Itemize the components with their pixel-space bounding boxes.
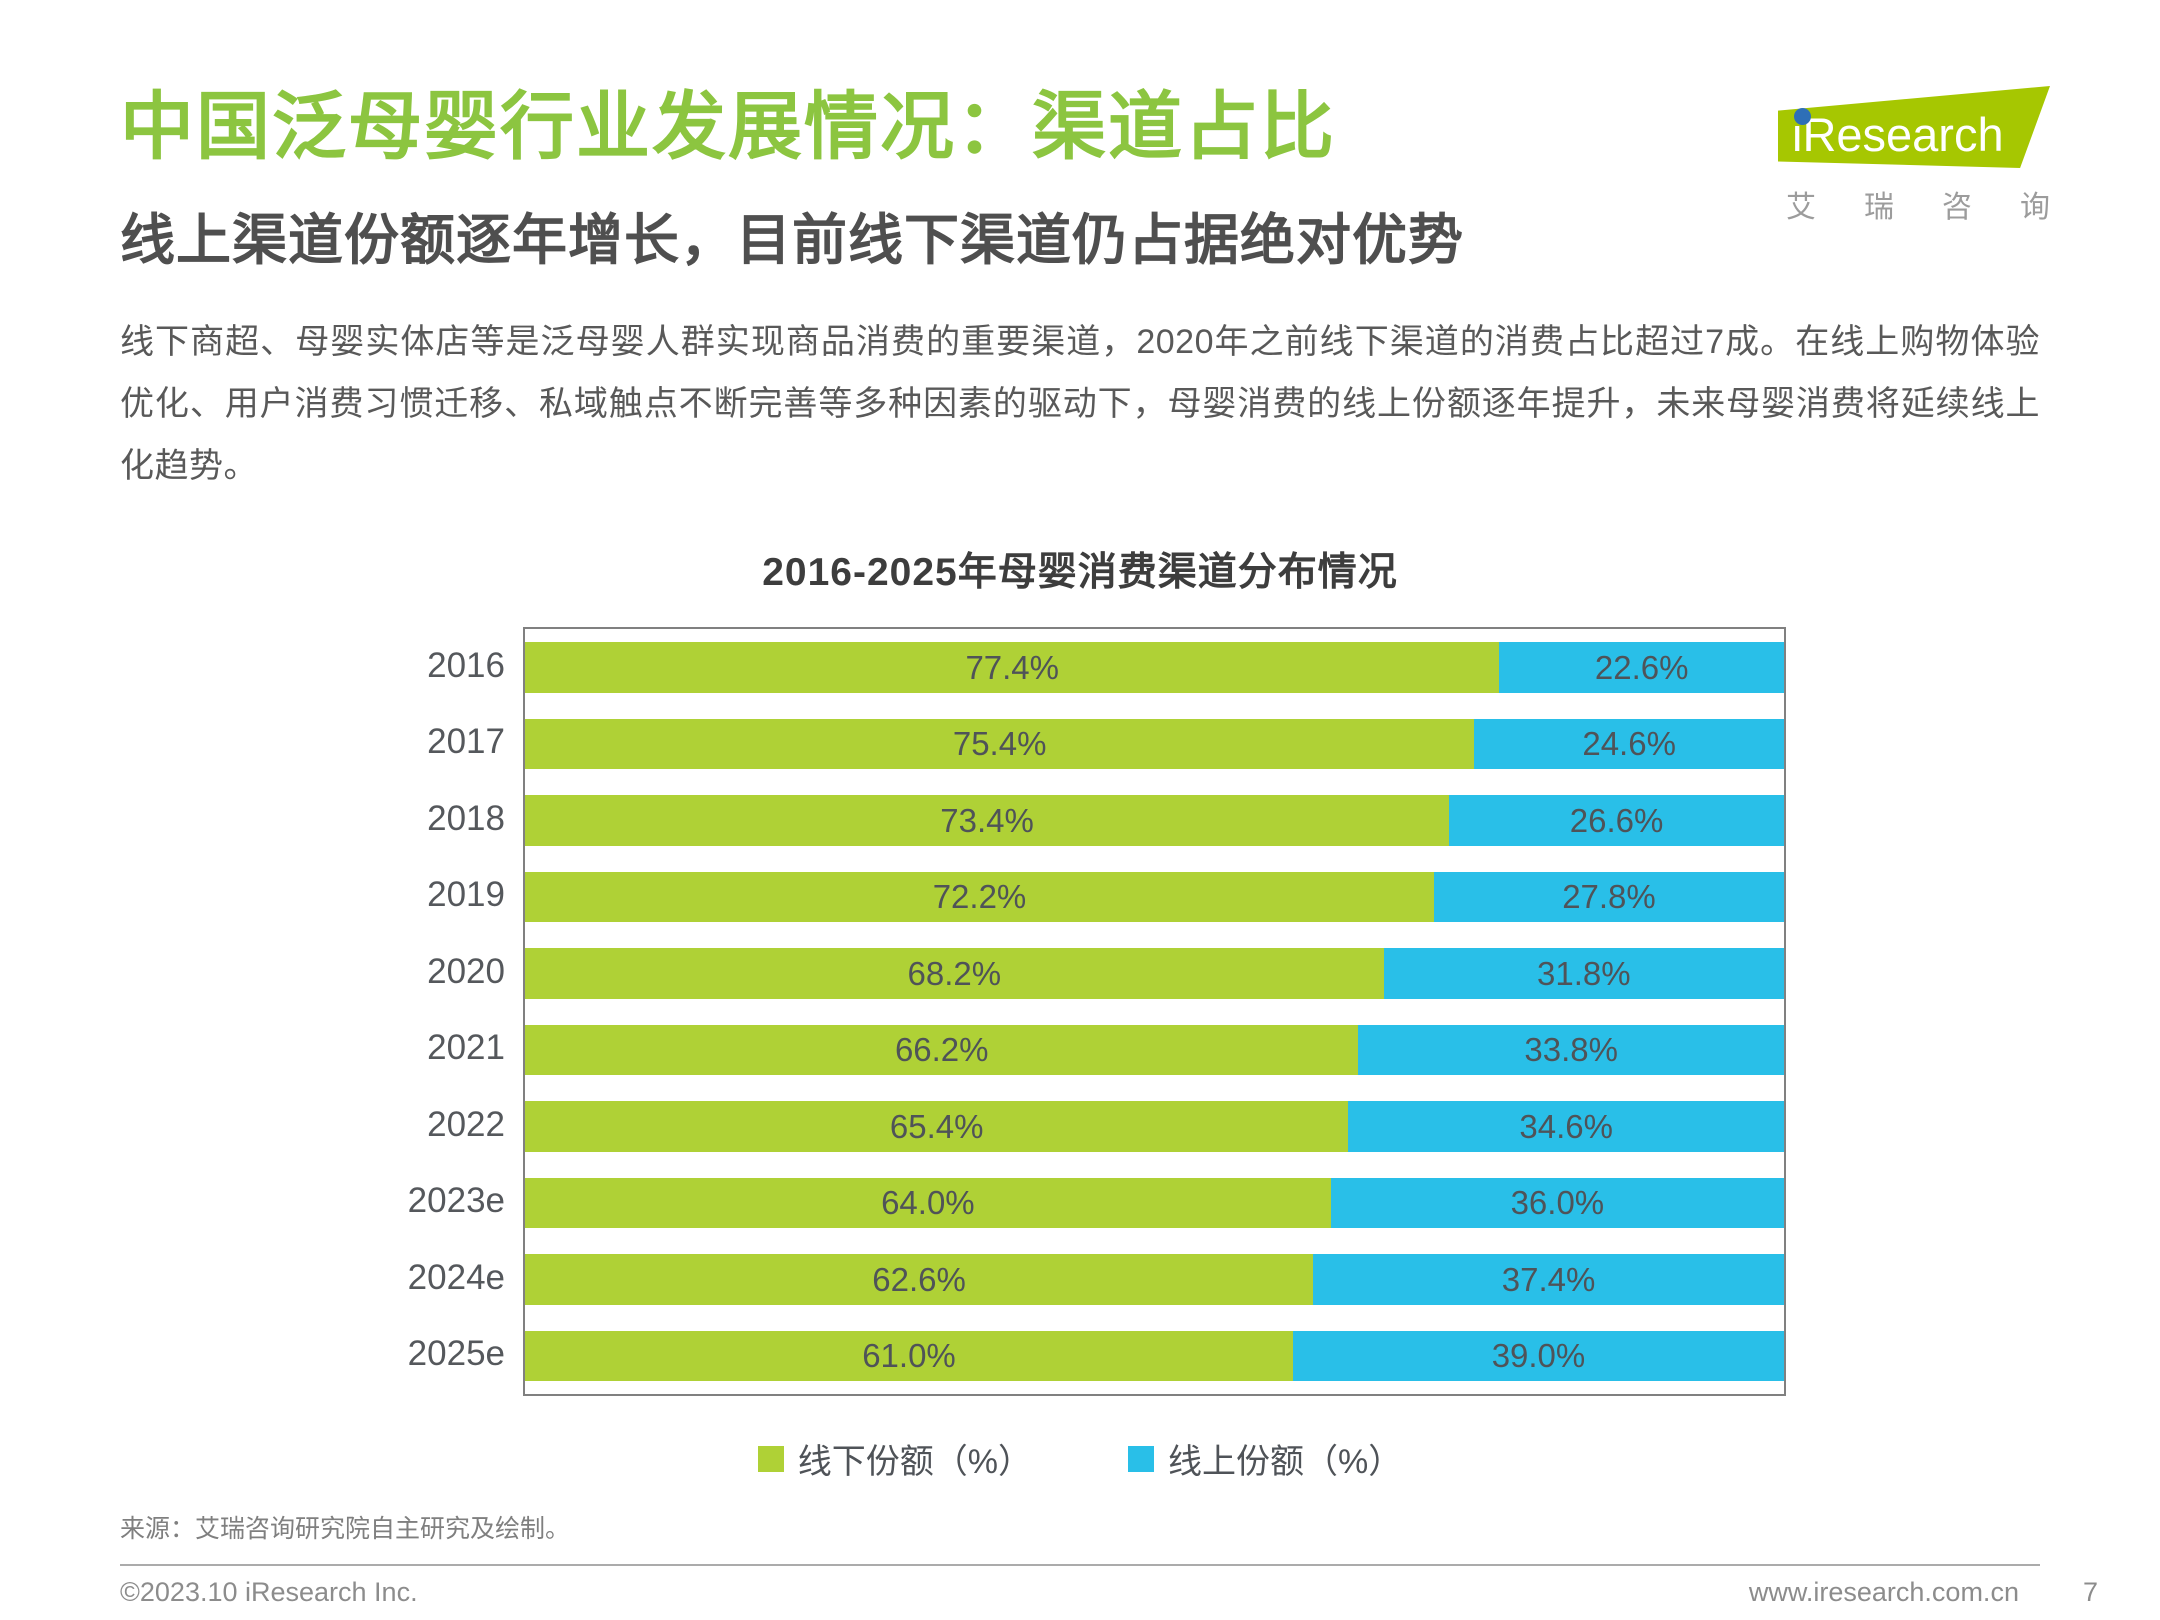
bar-row: 65.4% 34.6%: [525, 1088, 1784, 1165]
legend-label: 线下份额（%）: [797, 1443, 1032, 1482]
logo-chinese-name: 艾瑞咨询: [1786, 191, 2098, 224]
channel-share-chart: 2016-2025年母婴消费渠道分布情况 2016 2017 2018 2019 202…: [120, 541, 2040, 1483]
online-legend-swatch: [1128, 1445, 1154, 1472]
stacked-bar: 73.4% 26.6%: [525, 795, 1784, 846]
bar-row: 62.6% 37.4%: [525, 1241, 1784, 1318]
header: 中国泛母婴行业发展情况：渠道占比 iResearch 艾瑞咨询 线上渠道份额逐年…: [120, 0, 2050, 275]
offline-share-segment: 68.2%: [525, 948, 1384, 999]
year-label: 2024e: [407, 1257, 505, 1297]
online-share-segment: 26.6%: [1449, 795, 1784, 846]
online-share-segment: 39.0%: [1292, 1330, 1784, 1382]
bar-row: 64.0% 36.0%: [525, 1165, 1784, 1242]
offline-share-segment: 72.2%: [525, 871, 1434, 923]
year-label: 2018: [427, 798, 505, 838]
legend-label: 线上份额（%）: [1168, 1443, 1403, 1482]
page-number: 7: [2082, 1577, 2098, 1607]
website-url: www.iresearch.com.cn: [1748, 1577, 2019, 1607]
online-share-segment: 24.6%: [1474, 718, 1784, 770]
footer-divider: [120, 1564, 2040, 1566]
year-label: 2022: [427, 1104, 505, 1144]
offline-share-segment: 64.0%: [525, 1177, 1331, 1229]
bar-row: 68.2% 31.8%: [525, 935, 1784, 1012]
legend-item: 线上份额（%）: [1128, 1434, 1402, 1483]
bar-row: 66.2% 33.8%: [525, 1012, 1784, 1089]
logo-i-dot-icon: [1794, 108, 1811, 125]
chart-legend: 线下份额（%） 线上份额（%）: [120, 1434, 2040, 1483]
stacked-bar: 62.6% 37.4%: [525, 1254, 1784, 1305]
year-label: 2025e: [407, 1334, 505, 1374]
online-share-segment: 31.8%: [1383, 948, 1784, 999]
year-label: 2020: [427, 951, 505, 991]
online-share-segment: 22.6%: [1499, 642, 1784, 693]
online-share-segment: 33.8%: [1358, 1024, 1784, 1076]
online-share-segment: 36.0%: [1330, 1177, 1784, 1229]
year-label: 2016: [427, 645, 505, 685]
stacked-bar: 77.4% 22.6%: [525, 642, 1784, 693]
stacked-bar: 61.0% 39.0%: [525, 1330, 1784, 1382]
logo-wordmark: iResearch: [1792, 107, 2004, 161]
page-subtitle: 线上渠道份额逐年增长，目前线下渠道仍占据绝对优势: [120, 209, 1465, 272]
stacked-bar: 65.4% 34.6%: [525, 1101, 1784, 1152]
bar-row: 61.0% 39.0%: [525, 1318, 1784, 1395]
offline-share-segment: 77.4%: [525, 642, 1500, 693]
legend-item: 线下份额（%）: [757, 1434, 1032, 1483]
footer-right: www.iresearch.com.cn 7: [1749, 1577, 2098, 1608]
year-label: 2021: [427, 1028, 505, 1068]
year-label: 2017: [427, 722, 505, 762]
bar-row: 75.4% 24.6%: [525, 706, 1784, 783]
stacked-bar: 72.2% 27.8%: [525, 871, 1784, 923]
iresearch-logo: iResearch 艾瑞咨询: [1778, 86, 2058, 226]
offline-share-segment: 62.6%: [525, 1254, 1314, 1305]
stacked-bar: 75.4% 24.6%: [525, 718, 1784, 770]
year-label: 2019: [427, 875, 505, 915]
bar-row: 72.2% 27.8%: [525, 859, 1784, 936]
chart-grid: 2016 2017 2018 2019 2020 2021 2022 2023e 2024e 20…: [365, 627, 2040, 1397]
logo-shape: iResearch: [1778, 86, 2050, 168]
bar-row: 73.4% 26.6%: [525, 782, 1784, 859]
online-share-segment: 34.6%: [1348, 1101, 1784, 1152]
body-paragraph: 线下商超、母婴实体店等是泛母婴人群实现商品消费的重要渠道，2020年之前线下渠道…: [120, 323, 2040, 486]
offline-legend-swatch: [757, 1445, 784, 1472]
footer: ©2023.10 iResearch Inc. www.iresearch.co…: [120, 1577, 2098, 1608]
plot-area: 77.4% 22.6% 75.4% 24.6% 73.4% 26.6% 72.2% 27.8%…: [523, 627, 1786, 1397]
page-title: 中国泛母婴行业发展情况：渠道占比: [120, 85, 1336, 168]
offline-share-segment: 61.0%: [525, 1330, 1293, 1382]
year-label: 2023e: [407, 1181, 505, 1221]
year-axis: 2016 2017 2018 2019 2020 2021 2022 2023e 2024e 20…: [365, 627, 505, 1396]
copyright-text: ©2023.10 iResearch Inc.: [120, 1577, 418, 1607]
bar-row: 77.4% 22.6%: [525, 629, 1784, 706]
chart-title: 2016-2025年母婴消费渠道分布情况: [762, 551, 1398, 595]
online-share-segment: 27.8%: [1433, 871, 1784, 923]
offline-share-segment: 73.4%: [525, 795, 1450, 846]
stacked-bar: 64.0% 36.0%: [525, 1177, 1784, 1229]
stacked-bar: 66.2% 33.8%: [525, 1024, 1784, 1076]
offline-share-segment: 65.4%: [525, 1101, 1349, 1152]
stacked-bar: 68.2% 31.8%: [525, 948, 1784, 999]
online-share-segment: 37.4%: [1313, 1254, 1784, 1305]
offline-share-segment: 75.4%: [525, 718, 1475, 770]
offline-share-segment: 66.2%: [525, 1024, 1359, 1076]
source-note: 来源：艾瑞咨询研究院自主研究及绘制。: [120, 1515, 571, 1544]
